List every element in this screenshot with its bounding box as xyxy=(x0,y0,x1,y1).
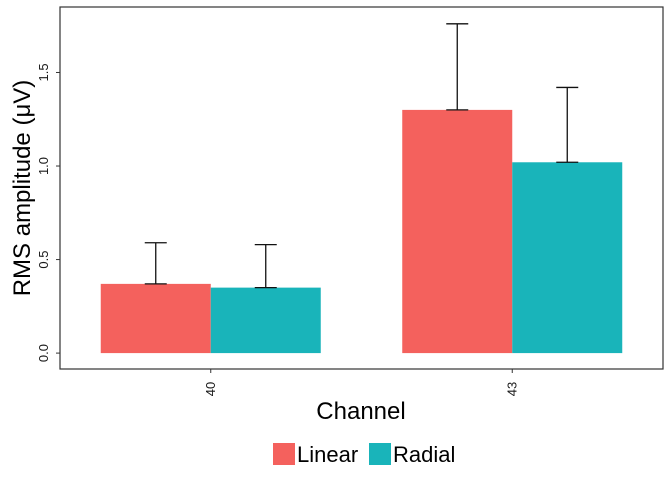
bars-group xyxy=(100,109,623,354)
error-bars-group xyxy=(144,23,579,289)
x-tick-label: 40 xyxy=(203,382,218,396)
legend-key-linear xyxy=(273,443,295,465)
legend-label-linear: Linear xyxy=(297,442,358,467)
y-tick-label: 0.0 xyxy=(36,344,51,362)
bar-linear xyxy=(402,109,513,354)
bar-radial xyxy=(210,287,321,354)
y-axis-title: RMS amplitude (μV) xyxy=(9,80,36,297)
y-axis-tick-labels: 0.0 0.5 1.0 1.5 xyxy=(36,63,51,362)
x-tick-label: 43 xyxy=(504,382,519,396)
x-axis-tick-labels: 40 43 xyxy=(203,382,520,396)
legend-label-radial: Radial xyxy=(393,442,455,467)
y-tick-label: 1.5 xyxy=(36,63,51,81)
y-tick-label: 0.5 xyxy=(36,251,51,269)
x-axis-title: Channel xyxy=(316,398,405,425)
y-tick-label: 1.0 xyxy=(36,157,51,175)
x-axis-ticks xyxy=(210,369,513,373)
legend: Linear Radial xyxy=(273,442,455,467)
y-axis-ticks xyxy=(56,71,60,354)
legend-key-radial xyxy=(369,443,391,465)
bar-linear xyxy=(100,283,211,354)
plot-panel-border xyxy=(59,6,664,370)
bar-radial xyxy=(512,162,623,354)
